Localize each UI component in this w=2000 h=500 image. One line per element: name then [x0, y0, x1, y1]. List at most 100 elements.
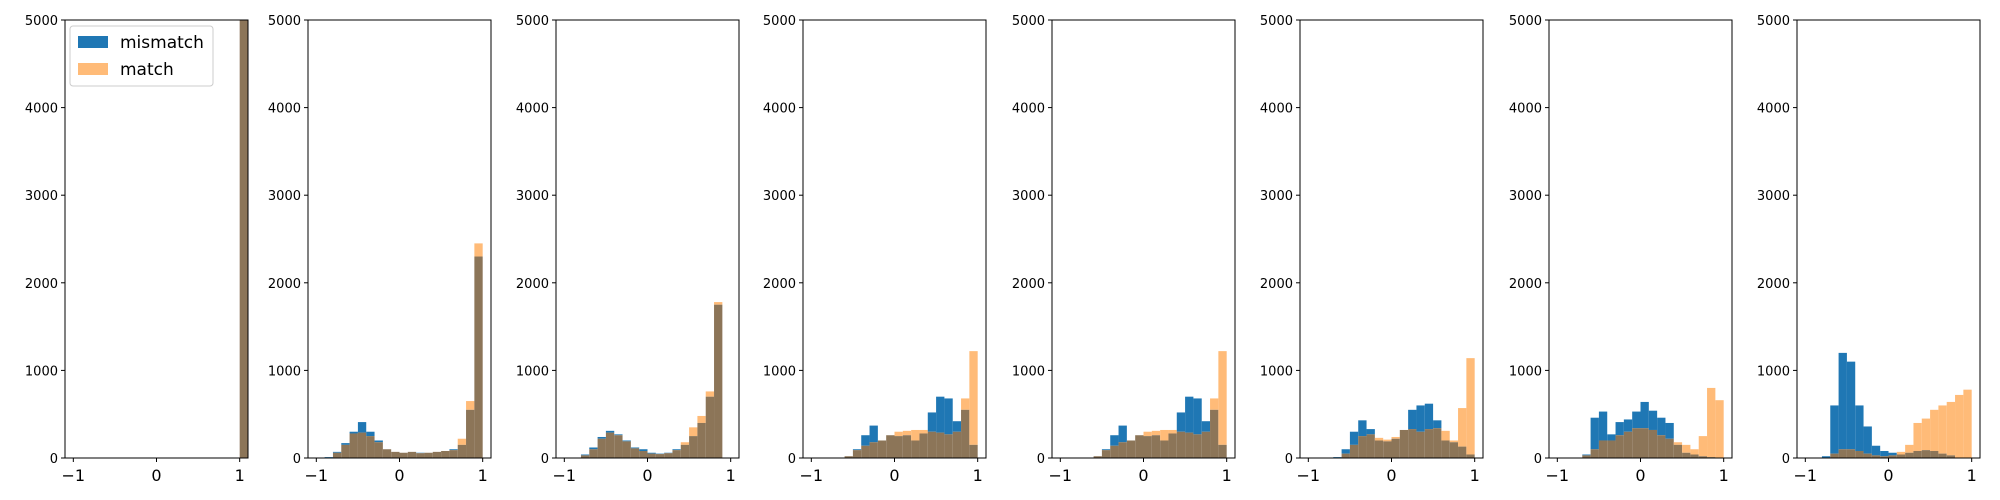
bar-match [1383, 439, 1392, 442]
bar-overlap [886, 435, 895, 458]
bar-overlap [1698, 456, 1708, 458]
bar-overlap [1449, 442, 1459, 458]
bar-match [1449, 440, 1459, 443]
bar-mismatch [672, 449, 681, 451]
bar-overlap [1160, 440, 1169, 458]
y-tick-label: 0 [1037, 452, 1045, 467]
y-tick-label: 5000 [1509, 14, 1542, 29]
y-tick-label: 2000 [1757, 277, 1790, 292]
bar-overlap [1871, 455, 1881, 458]
x-tick-label: 1 [478, 466, 488, 485]
y-tick-label: 5000 [25, 14, 58, 29]
legend-label-match: match [120, 60, 174, 80]
bar-overlap [366, 436, 375, 458]
bar-overlap [639, 450, 648, 458]
bar-overlap [589, 449, 598, 458]
bar-overlap [597, 438, 606, 458]
bar-overlap [1846, 449, 1856, 458]
bar-overlap [432, 451, 442, 458]
y-tick-label: 3000 [1260, 189, 1293, 204]
subplot-6: 0 1000 2000 3000 4000 5000 −1 0 1 [1260, 14, 1484, 485]
axes-frame [1051, 19, 1236, 459]
bar-mismatch [869, 425, 878, 443]
bar-match [911, 429, 920, 441]
bar-match [1938, 405, 1947, 454]
bar-overlap [349, 433, 358, 458]
bar-overlap [680, 444, 690, 458]
bar-overlap [1168, 433, 1177, 458]
bar-mismatch [1607, 434, 1616, 441]
bar-overlap [1366, 434, 1375, 458]
bar-match [1458, 408, 1467, 447]
bar-overlap [1830, 453, 1839, 458]
bar-overlap [1632, 428, 1641, 458]
bar-match [1913, 422, 1922, 451]
bar-overlap [382, 449, 392, 458]
bar-overlap [1598, 440, 1608, 458]
x-tick-label: 0 [151, 466, 161, 485]
bar-overlap [1888, 455, 1897, 458]
bar-mismatch [1846, 361, 1856, 450]
bar-overlap [239, 20, 248, 458]
bar-mismatch [1176, 412, 1186, 432]
bar-mismatch [1358, 420, 1367, 437]
bar-overlap [1615, 435, 1624, 458]
bar-overlap [919, 433, 928, 458]
bar-overlap [457, 444, 467, 458]
bar-match [457, 438, 467, 445]
bar-match [689, 427, 698, 437]
bar-match [680, 442, 690, 445]
y-tick-label: 1000 [1012, 364, 1045, 379]
bar-mismatch [1657, 417, 1666, 436]
x-tick-label: 0 [394, 466, 404, 485]
bar-match [1218, 351, 1227, 445]
bar-overlap [1210, 409, 1219, 458]
bar-overlap [1582, 455, 1591, 458]
bar-mismatch [580, 454, 590, 456]
x-tick-label: −1 [553, 466, 577, 485]
bar-overlap [1424, 429, 1434, 458]
bar-mismatch [944, 398, 953, 435]
bar-overlap [1607, 440, 1616, 458]
bar-overlap [630, 448, 640, 458]
x-tick-label: 0 [642, 466, 652, 485]
y-tick-label: 1000 [1757, 364, 1790, 379]
bar-mismatch [1341, 449, 1350, 454]
bar-overlap [357, 432, 367, 458]
subplot-4: 0 1000 2000 3000 4000 5000 −1 0 1 [763, 14, 987, 485]
bar-mismatch [349, 431, 358, 434]
bar-mismatch [1349, 431, 1359, 445]
bar-match [474, 243, 483, 257]
y-tick-label: 4000 [1260, 102, 1293, 117]
bar-mismatch [952, 421, 962, 432]
bar-mismatch [1582, 454, 1591, 456]
y-tick-label: 4000 [763, 102, 796, 117]
bar-overlap [1930, 450, 1939, 458]
bar-overlap [1433, 428, 1442, 458]
bar-mismatch [366, 431, 375, 437]
x-tick-label: 1 [1470, 466, 1480, 485]
bar-mismatch [639, 449, 648, 451]
y-tick-label: 5000 [516, 14, 549, 29]
y-tick-label: 4000 [1509, 102, 1542, 117]
bar-mismatch [861, 435, 870, 446]
bar-match [1946, 401, 1956, 456]
subplot-5: 0 1000 2000 3000 4000 5000 −1 0 1 [1012, 14, 1236, 485]
bar-overlap [936, 432, 945, 458]
y-tick-label: 3000 [516, 189, 549, 204]
bar-overlap [911, 440, 920, 458]
bar-overlap [1466, 454, 1475, 458]
bar-overlap [332, 452, 342, 458]
bar-overlap [1176, 431, 1186, 458]
y-tick-label: 4000 [516, 102, 549, 117]
bar-overlap [1441, 440, 1450, 458]
bar-match [1896, 451, 1906, 455]
bar-overlap [474, 256, 483, 458]
bar-overlap [697, 422, 706, 458]
bar-mismatch [1640, 401, 1649, 429]
bar-mismatch [605, 430, 615, 433]
y-tick-label: 4000 [1757, 102, 1790, 117]
bar-match [894, 431, 903, 437]
bar-overlap [1682, 452, 1691, 458]
x-tick-label: 1 [726, 466, 736, 485]
